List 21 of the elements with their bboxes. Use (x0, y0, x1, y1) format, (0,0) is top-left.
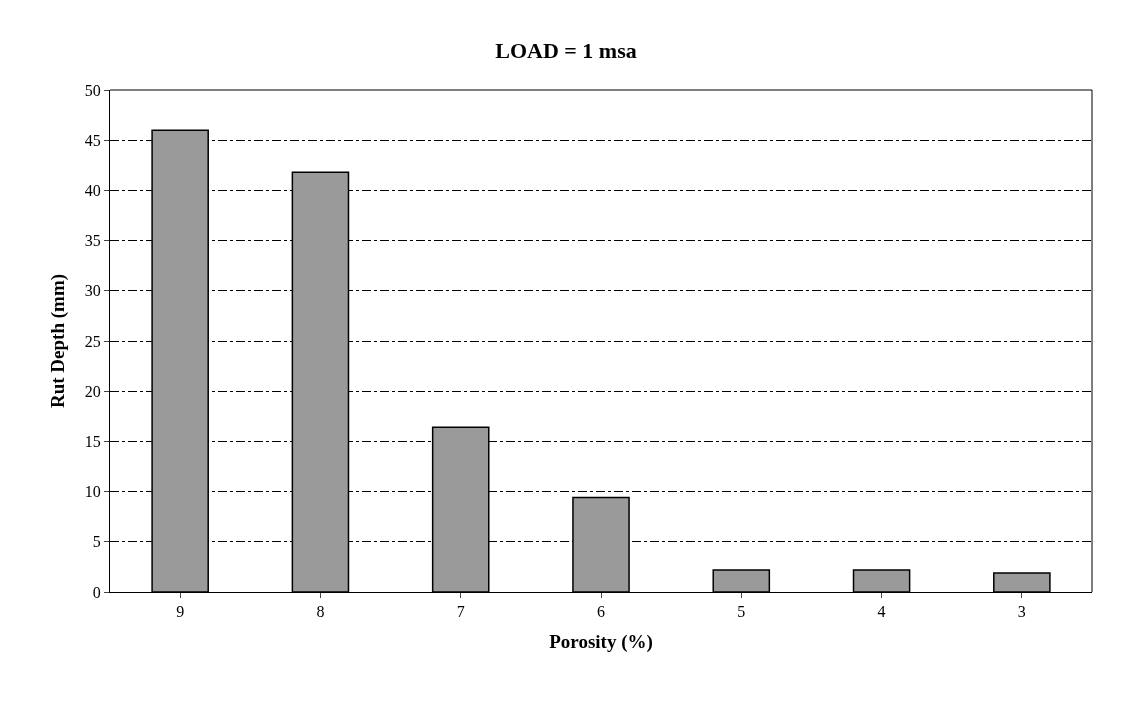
y-tick-label: 20 (84, 382, 101, 400)
x-tick-label: 6 (597, 603, 605, 621)
y-tick-label: 30 (84, 282, 101, 300)
x-axis-title: Porosity (%) (549, 631, 653, 653)
y-tick-label: 35 (84, 232, 101, 250)
y-tick-label: 50 (84, 81, 101, 99)
y-tick-label: 15 (84, 433, 101, 450)
y-axis-title: Rut Depth (mm) (46, 273, 69, 409)
x-tick-label: 3 (1017, 603, 1026, 621)
chart-title: LOAD = 1 msa (495, 37, 637, 63)
y-tick-label: 0 (92, 583, 101, 601)
y-tick-label: 5 (92, 533, 101, 551)
y-tick-label: 10 (84, 483, 101, 501)
x-tick-label: 8 (316, 603, 325, 621)
y-tick-label: 45 (84, 131, 101, 149)
x-tick-label: 7 (456, 603, 465, 621)
x-tick-label: 9 (176, 603, 185, 621)
x-tick-label: 4 (877, 603, 886, 621)
y-tick-label: 25 (84, 332, 101, 350)
y-tick-label: 40 (84, 182, 101, 199)
x-tick-label: 5 (737, 603, 746, 621)
